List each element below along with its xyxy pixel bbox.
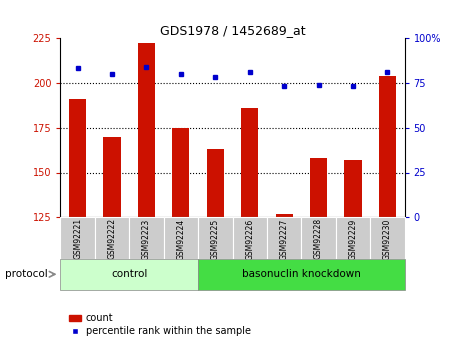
Text: GSM92221: GSM92221 — [73, 218, 82, 259]
Bar — [267, 217, 301, 259]
Title: GDS1978 / 1452689_at: GDS1978 / 1452689_at — [159, 24, 306, 37]
Text: control: control — [111, 269, 147, 279]
Text: GSM92229: GSM92229 — [348, 218, 358, 259]
Bar — [310, 158, 327, 217]
Bar — [198, 259, 405, 290]
Text: GSM92228: GSM92228 — [314, 218, 323, 259]
Text: GSM92227: GSM92227 — [279, 218, 289, 259]
Bar — [60, 259, 198, 290]
Bar — [172, 128, 190, 217]
Text: GSM92224: GSM92224 — [176, 218, 186, 259]
Bar — [336, 217, 370, 259]
Bar — [344, 160, 362, 217]
Bar — [103, 137, 121, 217]
Bar — [370, 217, 405, 259]
Text: GSM92230: GSM92230 — [383, 218, 392, 259]
Bar — [164, 217, 198, 259]
Bar — [379, 76, 396, 217]
Legend: count, percentile rank within the sample: count, percentile rank within the sample — [65, 309, 255, 340]
Text: protocol: protocol — [5, 269, 47, 279]
Bar — [60, 217, 95, 259]
Bar — [129, 217, 164, 259]
Text: basonuclin knockdown: basonuclin knockdown — [242, 269, 361, 279]
Bar — [69, 99, 86, 217]
Bar — [301, 217, 336, 259]
Bar — [206, 149, 224, 217]
Bar — [198, 217, 232, 259]
Text: GSM92226: GSM92226 — [245, 218, 254, 259]
Text: GSM92223: GSM92223 — [142, 218, 151, 259]
Bar — [232, 217, 267, 259]
Bar — [276, 214, 293, 217]
Text: GSM92222: GSM92222 — [107, 218, 117, 259]
Bar — [95, 217, 129, 259]
Bar — [138, 43, 155, 217]
Bar — [241, 108, 259, 217]
Text: GSM92225: GSM92225 — [211, 218, 220, 259]
